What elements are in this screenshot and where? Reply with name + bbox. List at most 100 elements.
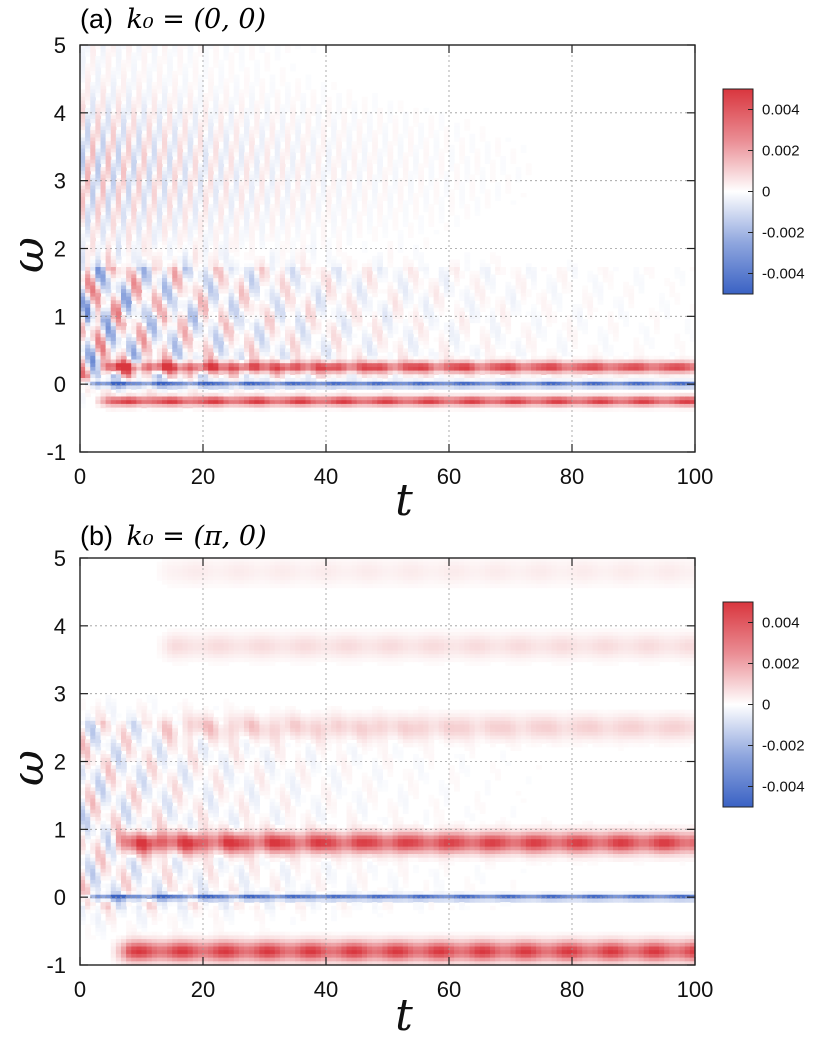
heatmap-cell [218,70,225,76]
heatmap-cell [141,181,148,187]
heatmap-cell [141,252,148,257]
heatmap-cell [172,259,178,264]
heatmap-cell [367,392,373,398]
heatmap-cell [356,370,363,375]
heatmap-cell [110,363,117,368]
heatmap-cell [131,222,137,227]
heatmap-cell [264,318,271,324]
heatmap-cell [100,289,107,294]
heatmap-cell [290,366,296,372]
heatmap-cell [290,167,296,172]
heatmap-cell [336,237,342,242]
heatmap-cell [110,163,117,168]
heatmap-cell [392,170,399,176]
heatmap-cell [326,189,332,194]
heatmap-cell [310,307,317,312]
heatmap-cell [290,259,296,264]
heatmap-cell [264,181,271,187]
heatmap-cell [121,355,127,361]
heatmap-cell [336,263,342,268]
heatmap-cell [310,400,317,405]
heatmap-cell [177,204,184,209]
heatmap-cell [367,374,373,379]
heatmap-cell [279,341,286,346]
heatmap-cell [285,400,291,405]
heatmap-cell [105,352,112,357]
heatmap-cell [285,215,291,220]
heatmap-cell [290,63,296,68]
heatmap-cell [121,144,127,150]
heatmap-cell [121,74,127,79]
heatmap-cell [336,93,342,98]
heatmap-cell [131,174,137,179]
heatmap-cell [254,152,260,157]
heatmap-cell [218,392,225,398]
heatmap-cell [223,141,230,146]
heatmap-cell [162,344,168,349]
heatmap-cell [254,78,260,83]
heatmap-cell [131,63,137,68]
heatmap-cell [244,204,250,209]
heatmap-cell [115,396,122,401]
heatmap-cell [105,70,112,76]
heatmap-cell [254,107,260,113]
heatmap-cell [162,348,168,353]
heatmap-cell [351,218,358,224]
heatmap-cell [121,274,127,279]
heatmap-cell [182,300,189,305]
heatmap-cell [382,400,389,405]
heatmap-cell [208,237,214,242]
heatmap-cell [177,344,184,349]
heatmap-cell [85,315,91,320]
heatmap-cell [187,133,194,139]
heatmap-cell [387,370,394,375]
heatmap-cell [264,163,271,168]
heatmap-cell [397,200,404,205]
heatmap-cell [367,270,373,275]
heatmap-cell [259,403,266,409]
heatmap-cell [187,159,194,164]
heatmap-cell [341,174,348,179]
heatmap-cell [274,141,281,146]
heatmap-cell [151,267,158,272]
heatmap-cell [315,178,322,183]
heatmap-cell [208,211,214,216]
heatmap-cell [233,152,240,157]
heatmap-cell [162,222,168,227]
heatmap-cell [310,100,317,105]
heatmap-cell [167,274,173,279]
heatmap-cell [310,233,317,238]
heatmap-cell [254,130,260,135]
heatmap-cell [300,296,307,301]
heatmap-cell [315,215,322,220]
heatmap-cell [238,96,245,102]
heatmap-cell [105,322,112,327]
heatmap-cell [151,285,158,290]
heatmap-cell [254,370,260,375]
heatmap-cell [274,259,281,264]
heatmap-cell [203,241,209,246]
heatmap-cell [192,396,199,401]
heatmap-cell [203,48,209,53]
heatmap-cell [259,96,266,102]
heatmap-cell [320,215,327,220]
heatmap-cell [249,45,255,50]
heatmap-cell [331,396,337,401]
heatmap-cell [100,170,107,176]
heatmap-cell [187,45,194,50]
heatmap-cell [121,63,127,68]
heatmap-cell [320,304,327,309]
heatmap-cell [331,381,337,386]
heatmap-cell [162,396,168,401]
heatmap-cell [182,141,189,146]
heatmap-cell [177,341,184,346]
heatmap-cell [146,170,153,176]
heatmap-cell [203,378,209,383]
heatmap-cell [397,285,404,290]
heatmap-cell [105,248,112,253]
heatmap-cell [315,363,322,368]
heatmap-cell [100,366,107,372]
heatmap-cell [346,385,353,390]
heatmap-cell [136,329,143,335]
heatmap-cell [156,318,163,324]
